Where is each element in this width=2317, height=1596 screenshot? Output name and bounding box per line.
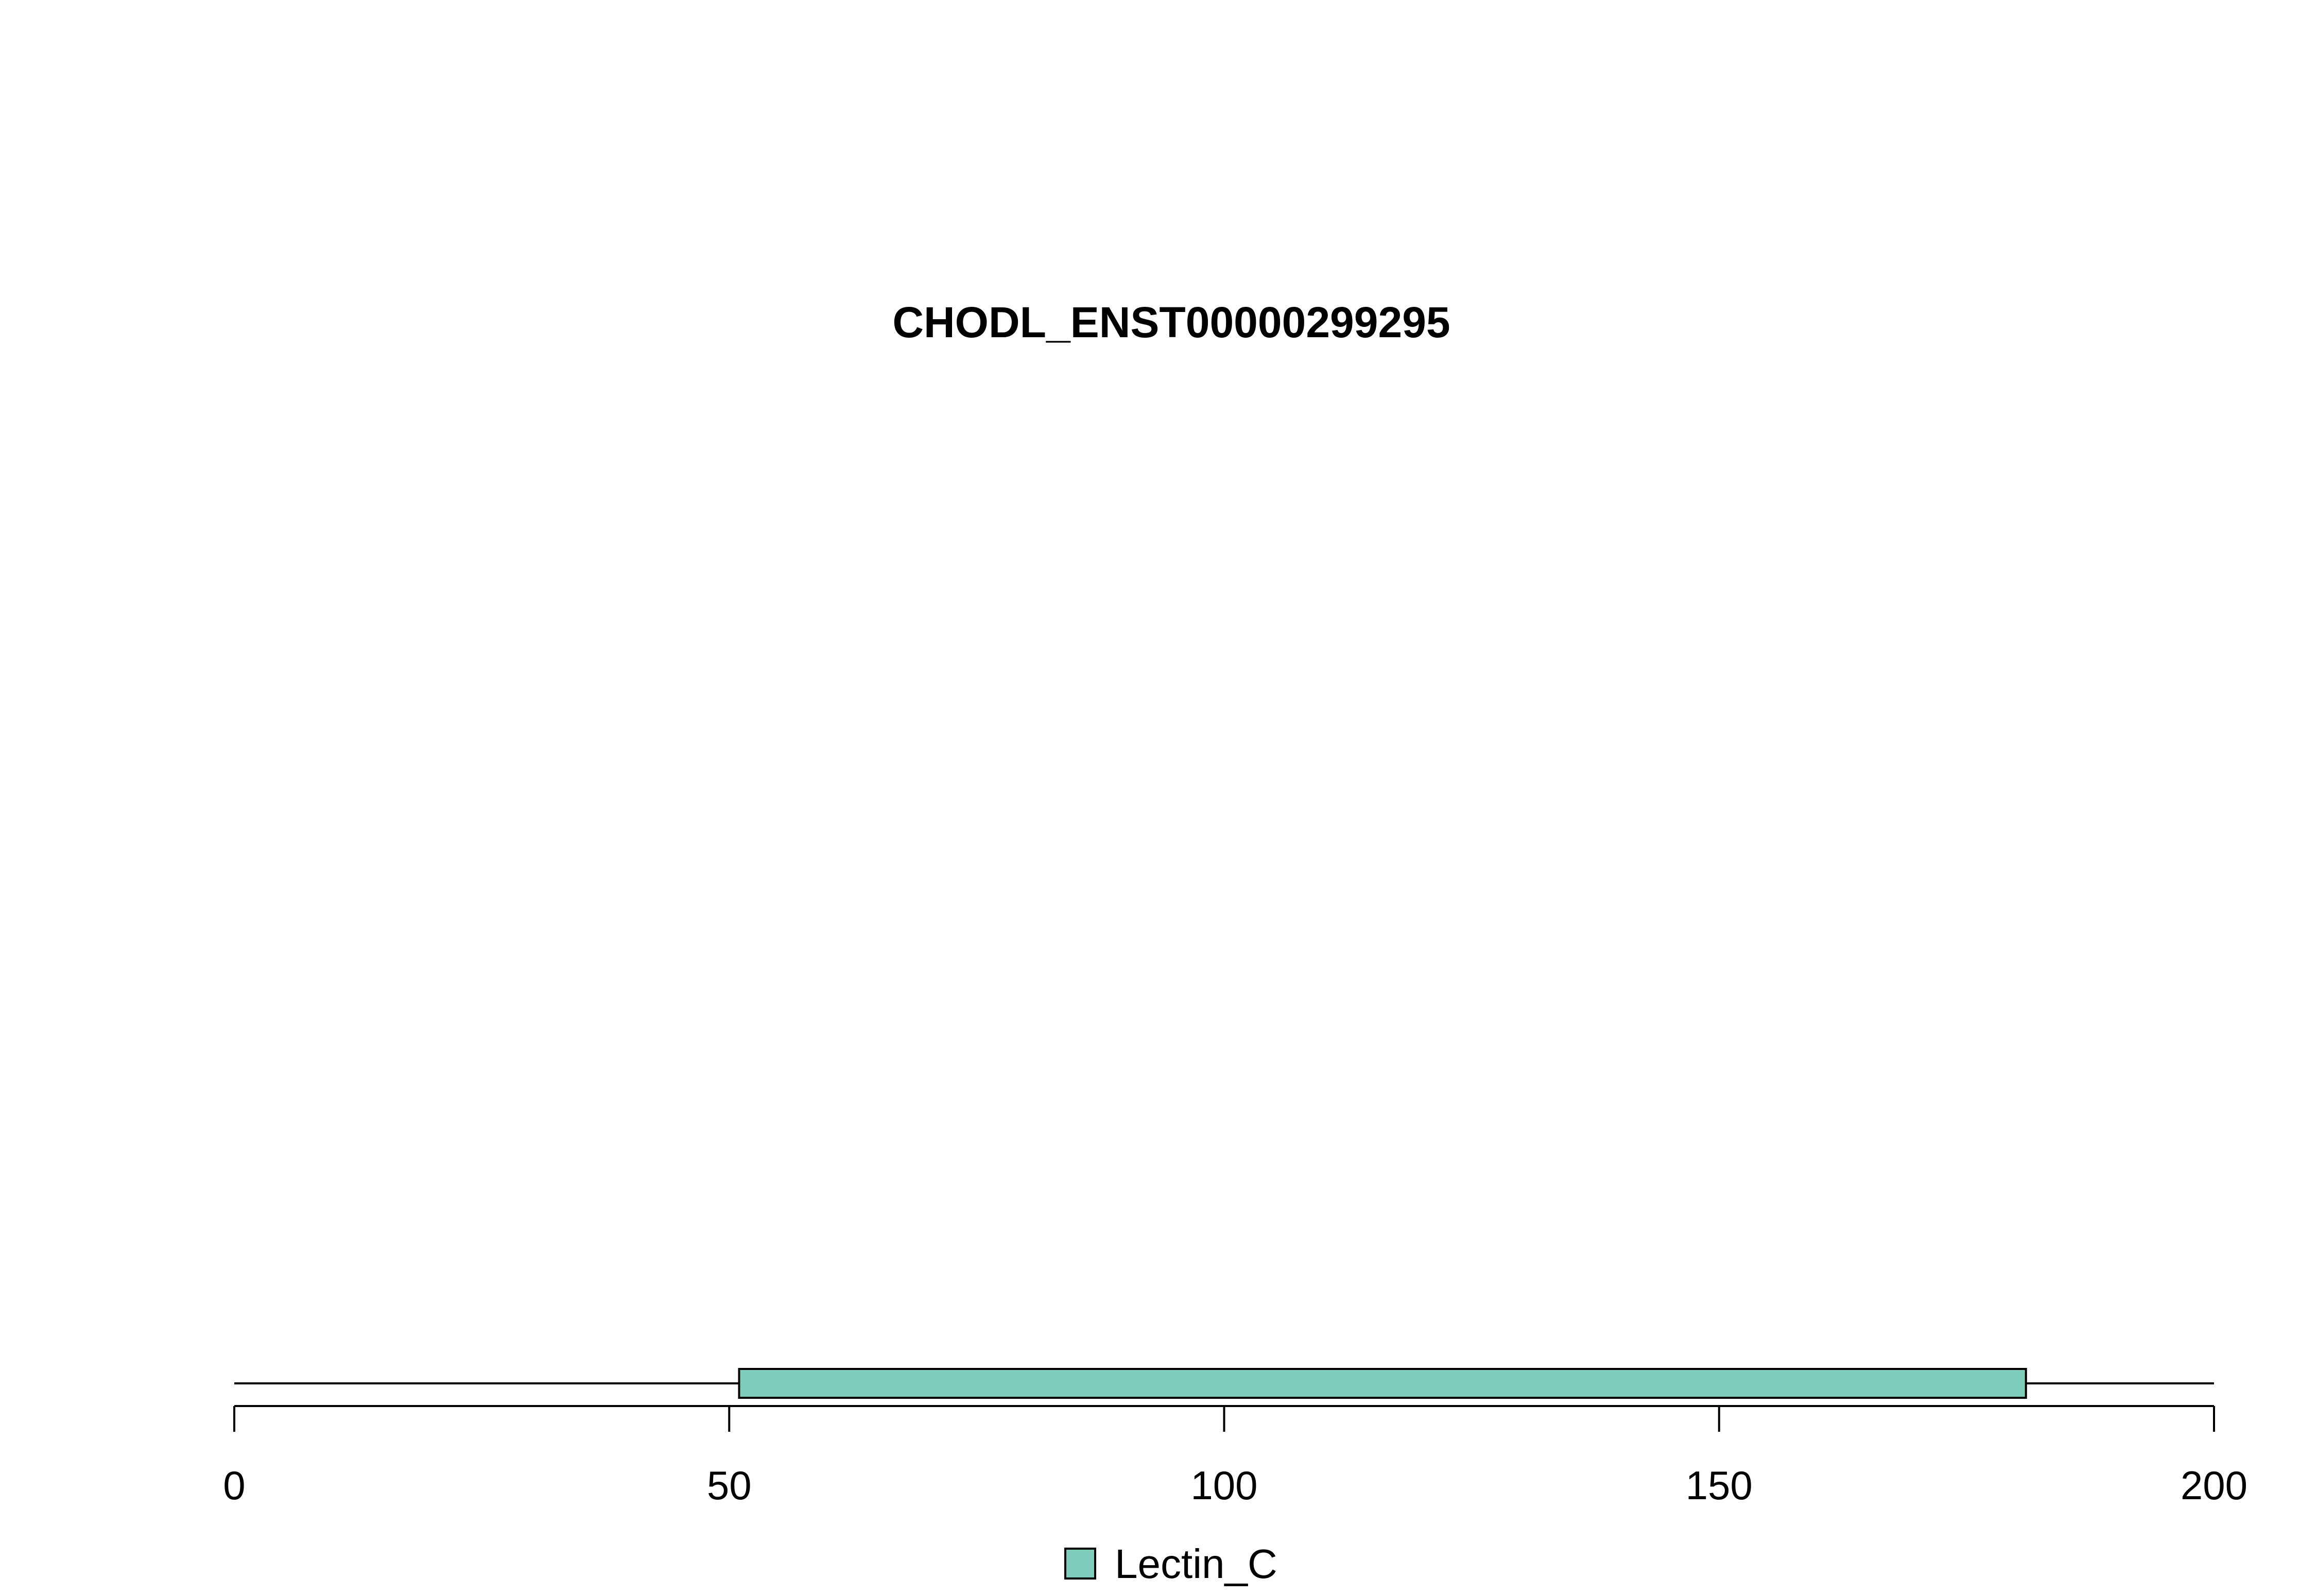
legend: Lectin_C (1064, 1541, 1277, 1587)
chart-title: CHODL_ENST00000299295 (892, 298, 1450, 346)
x-tick-label-4: 200 (2181, 1463, 2247, 1508)
x-tick-label-3: 150 (1686, 1463, 1753, 1508)
x-tick-label-2: 100 (1190, 1463, 1257, 1508)
x-tick-label-1: 50 (707, 1463, 752, 1508)
x-tick-label-0: 0 (223, 1463, 245, 1508)
plot-area (234, 1368, 2214, 1399)
x-axis: 0 50 100 150 200 (223, 1405, 2247, 1508)
legend-label-0: Lectin_C (1115, 1541, 1277, 1587)
legend-swatch-0 (1064, 1548, 1096, 1580)
domain-bar-0 (738, 1368, 2027, 1399)
